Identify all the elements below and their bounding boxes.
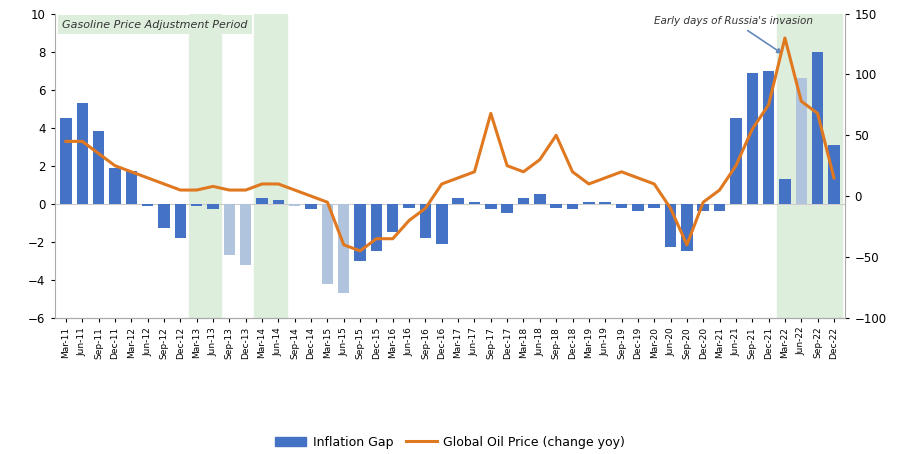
Bar: [697, 204, 709, 212]
Bar: [420, 204, 431, 238]
Bar: [567, 204, 578, 209]
Bar: [746, 73, 758, 204]
Bar: [763, 71, 774, 204]
Bar: [387, 204, 398, 232]
Bar: [371, 204, 382, 251]
Bar: [599, 202, 611, 204]
Bar: [469, 202, 480, 204]
Bar: [779, 179, 791, 204]
Bar: [191, 204, 203, 206]
Bar: [534, 194, 545, 204]
Bar: [125, 172, 137, 204]
Bar: [338, 204, 349, 293]
Bar: [273, 200, 285, 204]
Bar: [730, 118, 742, 204]
Bar: [714, 204, 725, 212]
Bar: [93, 132, 105, 204]
Bar: [502, 204, 513, 213]
Bar: [795, 78, 807, 204]
Bar: [289, 204, 301, 206]
Bar: [777, 14, 842, 318]
Bar: [355, 204, 365, 261]
Bar: [76, 103, 88, 204]
Legend: Inflation Gap, Global Oil Price (change yoy): Inflation Gap, Global Oil Price (change …: [270, 430, 630, 454]
Bar: [158, 204, 170, 228]
Bar: [453, 198, 464, 204]
Bar: [142, 204, 154, 206]
Bar: [305, 204, 317, 209]
Text: Gasoline Price Adjustment Period: Gasoline Price Adjustment Period: [63, 20, 248, 30]
Bar: [256, 198, 268, 204]
Bar: [632, 204, 644, 212]
Bar: [485, 204, 496, 209]
Bar: [828, 145, 840, 204]
Bar: [681, 204, 693, 251]
Bar: [583, 202, 594, 204]
Bar: [60, 118, 72, 204]
Bar: [322, 204, 333, 284]
Bar: [664, 204, 676, 247]
Bar: [109, 168, 121, 204]
Bar: [518, 198, 529, 204]
Bar: [404, 204, 415, 207]
Bar: [436, 204, 447, 244]
Bar: [648, 204, 660, 207]
Bar: [224, 204, 235, 255]
Bar: [207, 204, 219, 209]
Bar: [240, 204, 252, 265]
Bar: [188, 14, 221, 318]
Bar: [551, 204, 562, 207]
Bar: [254, 14, 286, 318]
Text: Early days of Russia's invasion: Early days of Russia's invasion: [654, 16, 814, 53]
Bar: [615, 204, 627, 207]
Bar: [175, 204, 186, 238]
Bar: [812, 52, 824, 204]
